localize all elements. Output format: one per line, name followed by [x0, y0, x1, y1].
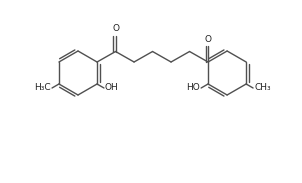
Text: H₃C: H₃C — [34, 83, 51, 92]
Text: CH₃: CH₃ — [254, 83, 271, 92]
Text: OH: OH — [105, 83, 119, 92]
Text: O: O — [204, 35, 212, 44]
Text: O: O — [112, 24, 119, 33]
Text: HO: HO — [186, 83, 200, 92]
